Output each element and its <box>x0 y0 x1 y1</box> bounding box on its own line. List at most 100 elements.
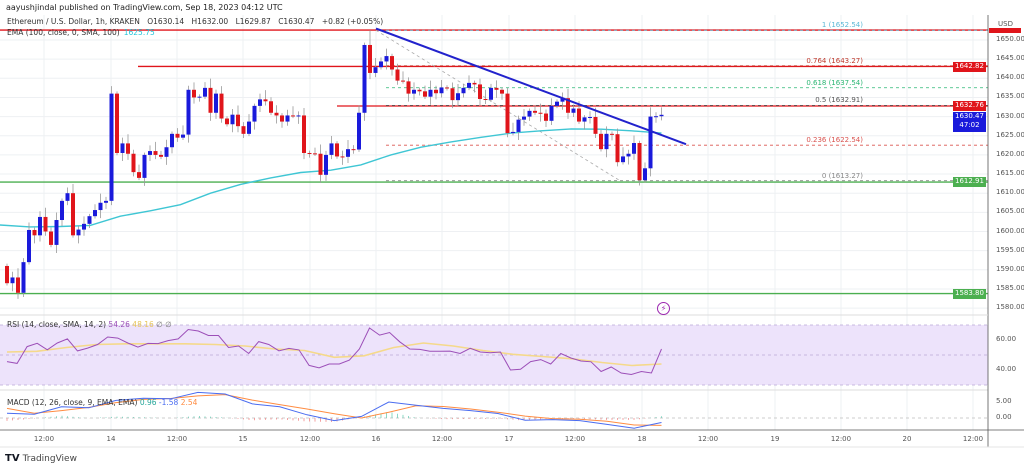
time-tick-label: 12:00 <box>33 435 55 443</box>
candle-body <box>351 149 356 151</box>
candle-body <box>49 231 53 245</box>
candle-body <box>659 114 664 117</box>
candle-body <box>208 87 213 113</box>
candle-body <box>417 89 422 92</box>
candle-body <box>307 152 312 154</box>
price-tag-value: 1612.91 <box>955 177 984 186</box>
candle-body <box>98 202 103 211</box>
candle-body <box>610 133 614 135</box>
candle-body <box>340 156 345 158</box>
candle-body <box>390 56 394 70</box>
candle-body <box>406 81 411 94</box>
candle-body <box>219 93 224 119</box>
macd-tick-label: 0.00 <box>996 413 1012 421</box>
frame <box>0 15 1024 448</box>
ohlc-high: H1632.00 <box>191 17 229 26</box>
candle-body <box>153 151 158 155</box>
macd-pane <box>0 391 988 429</box>
price-tick-label: 1615.00 <box>996 169 1024 178</box>
price-tick-label: 1600.00 <box>996 226 1024 235</box>
candle-body <box>368 44 372 73</box>
ema-layer <box>0 128 662 228</box>
candle-body <box>346 149 350 157</box>
candle-body <box>126 143 130 154</box>
rsi-sma-line <box>6 342 662 367</box>
candle-body <box>615 134 620 163</box>
candle-body <box>494 87 499 90</box>
candle-body <box>450 88 455 101</box>
candle-body <box>230 114 235 125</box>
macd-legend[interactable]: MACD (12, 26, close, 9, EMA, EMA) 0.96 -… <box>7 398 197 407</box>
candle-body <box>60 200 64 221</box>
lightning-icon[interactable]: ⚡ <box>657 302 670 315</box>
candle-body <box>269 101 273 113</box>
fib-level-label: 0 (1613.27) <box>821 171 863 180</box>
time-tick-label: 20 <box>902 435 912 443</box>
candle-body <box>324 154 328 175</box>
publisher-line: aayushjindal published on TradingView.co… <box>6 3 283 12</box>
price-tick-label: 1595.00 <box>996 245 1024 254</box>
candle-body <box>412 89 416 94</box>
tradingview-logo-icon[interactable]: TV <box>5 453 20 464</box>
drawings[interactable] <box>375 27 687 146</box>
price-tick-label: 1620.00 <box>996 149 1024 158</box>
candle-body <box>500 89 504 94</box>
ohlc-low: L1629.87 <box>235 17 271 26</box>
rsi-legend[interactable]: RSI (14, close, SMA, 14, 2) 54.26 48.16 … <box>7 320 172 329</box>
ema-legend[interactable]: EMA (100, close, 0, SMA, 100) 1625.75 <box>7 28 155 37</box>
candle-body <box>379 61 383 68</box>
candle-body <box>54 220 59 245</box>
candle-body <box>384 56 389 62</box>
candle-body <box>395 69 400 81</box>
candle-body <box>131 153 136 173</box>
price-tick-label: 1590.00 <box>996 264 1024 273</box>
symbol-name[interactable]: Ethereum / U.S. Dollar, 1h, KRAKEN <box>7 17 140 26</box>
candle-body <box>637 143 642 181</box>
candle-body <box>478 84 482 99</box>
fib-level-label: 0.764 (1643.27) <box>806 56 863 65</box>
candle-body <box>654 116 658 118</box>
candle-body <box>434 89 438 94</box>
time-tick-label: 12:00 <box>431 435 453 443</box>
time-tick-label: 12:00 <box>299 435 321 443</box>
candle-body <box>285 115 290 122</box>
candle-body <box>313 153 317 155</box>
macd-line <box>6 391 662 429</box>
rsi-label: RSI (14, close, SMA, 14, 2) <box>7 320 107 329</box>
candle-body <box>76 229 81 236</box>
ohlc-open: O1630.14 <box>147 17 185 26</box>
candle-body <box>93 210 97 217</box>
candle-body <box>593 116 598 134</box>
candle-body <box>527 110 532 117</box>
ema-100-line <box>0 128 662 228</box>
price-tag-value: 1630.47 <box>955 112 984 121</box>
candle-body <box>225 118 229 125</box>
candle-body <box>5 265 9 284</box>
time-tick-label: 15 <box>238 435 248 443</box>
footer: TV TradingView <box>5 453 77 464</box>
currency-label[interactable]: USD <box>998 20 1013 28</box>
macd-hist-value: 0.96 <box>139 398 157 407</box>
candle-body <box>428 89 433 97</box>
price-tag: 1632.76 <box>953 101 986 112</box>
candle-body <box>544 113 548 121</box>
candle-body <box>401 80 405 82</box>
candle-body <box>181 134 185 138</box>
candle-body <box>87 216 92 224</box>
fib-level-label: 0.236 (1622.54) <box>806 136 863 145</box>
candle-body <box>115 93 119 153</box>
candle-body <box>263 99 268 102</box>
candle-body <box>247 121 251 134</box>
candle-body <box>318 153 323 175</box>
price-tick-label: 1635.00 <box>996 92 1024 101</box>
candle-body <box>439 87 444 94</box>
macd-signal-value: 2.54 <box>180 398 198 407</box>
candle-body <box>21 262 26 293</box>
time-tick-label: 12:00 <box>962 435 984 443</box>
candle-body <box>192 89 196 98</box>
price-tag: 1630.47 47:02 <box>953 112 986 133</box>
candle-body <box>522 116 526 120</box>
candle-body <box>445 87 449 89</box>
candle-body <box>621 156 625 163</box>
